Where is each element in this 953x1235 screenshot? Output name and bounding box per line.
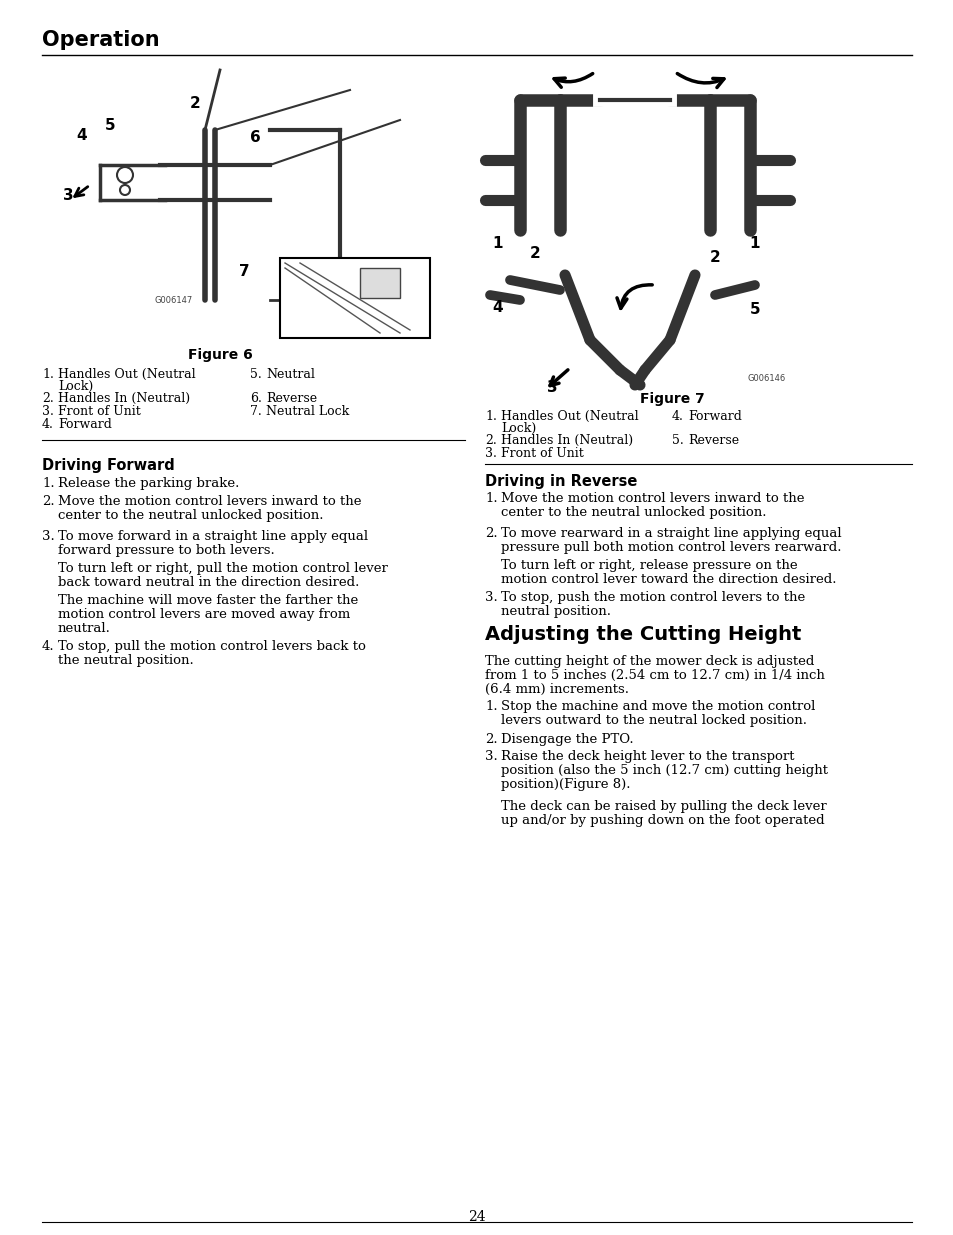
Text: 6.: 6. <box>250 391 262 405</box>
Text: 4: 4 <box>76 128 88 143</box>
Text: 5.: 5. <box>250 368 261 382</box>
Text: 1: 1 <box>749 236 760 251</box>
Text: Lock): Lock) <box>500 422 536 435</box>
Text: 2.: 2. <box>484 433 497 447</box>
Text: pressure pull both motion control levers rearward.: pressure pull both motion control levers… <box>500 541 841 555</box>
Text: back toward neutral in the direction desired.: back toward neutral in the direction des… <box>58 576 359 589</box>
Text: 1.: 1. <box>42 368 53 382</box>
Text: Disengage the PTO.: Disengage the PTO. <box>500 734 633 746</box>
Text: 2: 2 <box>190 95 200 110</box>
Text: To move rearward in a straight line applying equal: To move rearward in a straight line appl… <box>500 527 841 540</box>
Text: To move forward in a straight line apply equal: To move forward in a straight line apply… <box>58 530 368 543</box>
Text: Handles Out (Neutral: Handles Out (Neutral <box>58 368 195 382</box>
Text: Lock): Lock) <box>58 380 93 393</box>
Bar <box>359 268 399 298</box>
Text: 3.: 3. <box>484 592 497 604</box>
Text: 2: 2 <box>709 251 720 266</box>
Text: Raise the deck height lever to the transport: Raise the deck height lever to the trans… <box>500 750 794 763</box>
Text: To turn left or right, pull the motion control lever: To turn left or right, pull the motion c… <box>58 562 388 576</box>
Text: 5.: 5. <box>671 433 683 447</box>
Text: 3: 3 <box>546 380 557 395</box>
Text: 1.: 1. <box>484 410 497 424</box>
Text: up and/or by pushing down on the foot operated: up and/or by pushing down on the foot op… <box>500 814 823 827</box>
Text: Figure 7: Figure 7 <box>639 391 703 406</box>
Text: center to the neutral unlocked position.: center to the neutral unlocked position. <box>500 506 765 519</box>
Text: 3.: 3. <box>484 447 497 459</box>
Text: 1: 1 <box>493 236 503 251</box>
Text: G006147: G006147 <box>154 296 193 305</box>
Text: 1: 1 <box>376 322 387 337</box>
Text: 2.: 2. <box>42 391 53 405</box>
Text: To stop, pull the motion control levers back to: To stop, pull the motion control levers … <box>58 640 366 653</box>
Text: position (also the 5 inch (12.7 cm) cutting height: position (also the 5 inch (12.7 cm) cutt… <box>500 764 827 777</box>
Text: The cutting height of the mower deck is adjusted: The cutting height of the mower deck is … <box>484 655 814 668</box>
Text: from 1 to 5 inches (2.54 cm to 12.7 cm) in 1/4 inch: from 1 to 5 inches (2.54 cm to 12.7 cm) … <box>484 669 824 682</box>
Text: 7: 7 <box>238 264 249 279</box>
Text: Stop the machine and move the motion control: Stop the machine and move the motion con… <box>500 700 815 713</box>
Text: Neutral Lock: Neutral Lock <box>266 405 349 417</box>
Text: 3.: 3. <box>484 750 497 763</box>
Text: motion control lever toward the direction desired.: motion control lever toward the directio… <box>500 573 836 585</box>
Text: To stop, push the motion control levers to the: To stop, push the motion control levers … <box>500 592 804 604</box>
Text: Reverse: Reverse <box>266 391 316 405</box>
Text: the neutral position.: the neutral position. <box>58 655 193 667</box>
Text: Handles In (Neutral): Handles In (Neutral) <box>58 391 190 405</box>
Text: 2.: 2. <box>42 495 54 508</box>
Text: 4.: 4. <box>42 640 54 653</box>
Text: Move the motion control levers inward to the: Move the motion control levers inward to… <box>58 495 361 508</box>
Text: Front of Unit: Front of Unit <box>500 447 583 459</box>
Text: Adjusting the Cutting Height: Adjusting the Cutting Height <box>484 625 801 643</box>
Text: Driving Forward: Driving Forward <box>42 458 174 473</box>
Text: levers outward to the neutral locked position.: levers outward to the neutral locked pos… <box>500 714 806 727</box>
Text: 6: 6 <box>250 131 260 146</box>
Text: 1.: 1. <box>484 492 497 505</box>
Text: Figure 6: Figure 6 <box>188 348 253 362</box>
Text: 3: 3 <box>63 188 73 203</box>
Text: Reverse: Reverse <box>687 433 739 447</box>
Text: 1.: 1. <box>42 477 54 490</box>
Text: 4.: 4. <box>42 417 53 431</box>
Text: To turn left or right, release pressure on the: To turn left or right, release pressure … <box>500 559 797 572</box>
Text: motion control levers are moved away from: motion control levers are moved away fro… <box>58 608 350 621</box>
Text: Move the motion control levers inward to the: Move the motion control levers inward to… <box>500 492 803 505</box>
Text: G006146: G006146 <box>747 374 785 383</box>
Text: 3.: 3. <box>42 530 54 543</box>
Text: 2.: 2. <box>484 527 497 540</box>
Text: 4: 4 <box>492 300 503 315</box>
Text: Driving in Reverse: Driving in Reverse <box>484 474 637 489</box>
Bar <box>280 258 430 338</box>
Text: 3.: 3. <box>42 405 53 417</box>
Text: Handles Out (Neutral: Handles Out (Neutral <box>500 410 638 424</box>
Text: 7.: 7. <box>250 405 261 417</box>
Text: Forward: Forward <box>58 417 112 431</box>
Text: 5: 5 <box>749 303 760 317</box>
Text: 1.: 1. <box>484 700 497 713</box>
Text: (6.4 mm) increments.: (6.4 mm) increments. <box>484 683 628 697</box>
Text: 24: 24 <box>468 1210 485 1224</box>
Text: The deck can be raised by pulling the deck lever: The deck can be raised by pulling the de… <box>500 800 826 813</box>
Text: 5: 5 <box>105 117 115 132</box>
Text: Neutral: Neutral <box>266 368 314 382</box>
Text: Operation: Operation <box>42 30 159 49</box>
Text: center to the neutral unlocked position.: center to the neutral unlocked position. <box>58 509 323 522</box>
Text: Handles In (Neutral): Handles In (Neutral) <box>500 433 633 447</box>
Text: forward pressure to both levers.: forward pressure to both levers. <box>58 543 274 557</box>
Text: 2: 2 <box>529 246 539 261</box>
Text: neutral.: neutral. <box>58 622 111 635</box>
Text: Front of Unit: Front of Unit <box>58 405 141 417</box>
Text: neutral position.: neutral position. <box>500 605 610 618</box>
Text: Forward: Forward <box>687 410 741 424</box>
Text: Release the parking brake.: Release the parking brake. <box>58 477 239 490</box>
Text: 2.: 2. <box>484 734 497 746</box>
Text: position)(Figure 8).: position)(Figure 8). <box>500 778 630 790</box>
Text: The machine will move faster the farther the: The machine will move faster the farther… <box>58 594 358 606</box>
Text: 4.: 4. <box>671 410 683 424</box>
